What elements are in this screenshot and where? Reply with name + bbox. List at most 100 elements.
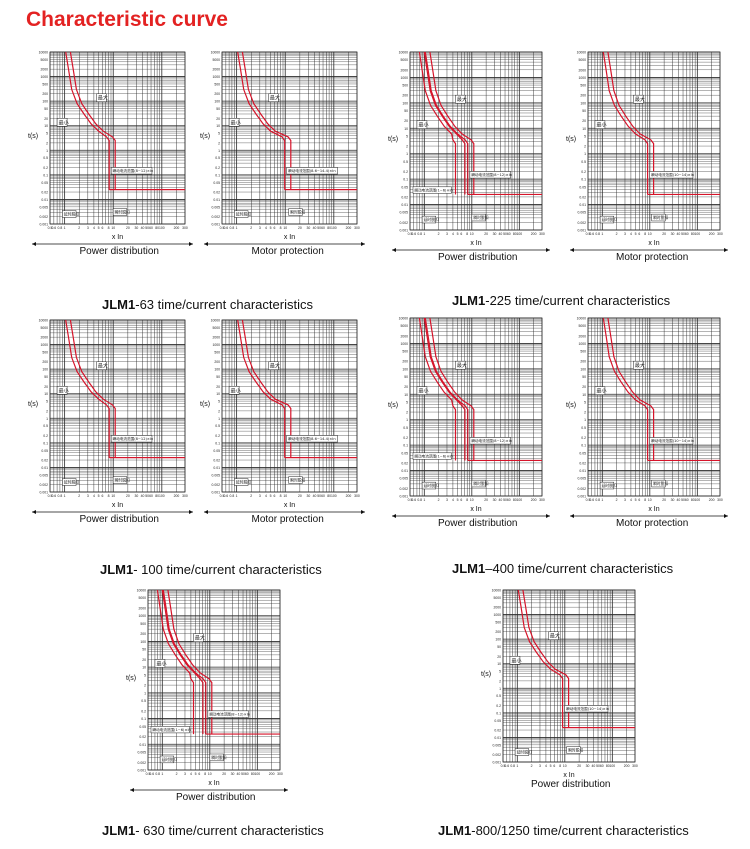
x-tick-label: 4	[265, 226, 267, 230]
chart-grid	[147, 589, 281, 771]
y-tick-label: 2000	[138, 606, 146, 610]
x-tick-label: 30	[231, 772, 235, 776]
series-title-model: JLM1	[438, 823, 472, 838]
label-inst-box	[566, 746, 581, 754]
y-tick-label: 0.005	[40, 473, 49, 477]
y-tick-label: 0.2	[215, 434, 220, 438]
y-tick-label: 50	[582, 109, 586, 113]
x-tick-label: 10	[470, 498, 474, 502]
y-tick-label: 0.5	[141, 699, 146, 703]
y-tick-label: 5000	[212, 58, 220, 62]
x-tick-label: 40	[499, 498, 503, 502]
y-axis-label: t(s)	[481, 671, 491, 678]
curve-max-2	[423, 51, 466, 195]
chart-caption: Power distribution	[79, 514, 159, 525]
y-tick-label: 0.002	[212, 215, 221, 219]
x-tick-label: 10	[563, 764, 567, 768]
label-range: 瞬动电流范围(8~12)×In	[113, 436, 154, 441]
curve-max	[522, 589, 570, 728]
x-tick-label: 60	[685, 232, 689, 236]
x-tick-label: 1	[236, 494, 238, 498]
y-tick-label: 0.005	[493, 743, 502, 747]
x-tick-label: 100	[254, 772, 260, 776]
y-tick-label: 2	[218, 409, 220, 413]
x-tick-label: 8	[108, 494, 110, 498]
x-tick-label: 80	[606, 764, 610, 768]
y-tick-label: 1000	[400, 76, 408, 80]
x-tick-label: 10	[283, 494, 287, 498]
arrow-head-right	[724, 248, 728, 252]
x-tick-label: 50	[681, 232, 685, 236]
y-tick-label: 100	[214, 100, 220, 104]
x-tick-label: 0.6	[149, 772, 154, 776]
label-max: 最大	[98, 363, 108, 370]
label-delay-box	[599, 481, 615, 490]
y-tick-label: 50	[582, 375, 586, 379]
y-tick-label: 0.02	[213, 459, 220, 463]
x-tick-label: 200	[709, 232, 715, 236]
y-tick-label: 10	[582, 127, 586, 131]
x-tick-label: 20	[126, 226, 130, 230]
chart-caption: Power distribution	[438, 252, 518, 263]
x-tick-label: 0.6	[51, 494, 56, 498]
label-range-box	[649, 171, 694, 179]
y-tick-label: 0.02	[41, 459, 48, 463]
label-min: 最小	[511, 657, 521, 664]
y-tick-label: 0.2	[581, 170, 586, 174]
x-tick-label: 2	[176, 772, 178, 776]
y-tick-label: 2000	[212, 336, 220, 340]
x-tick-label: 300	[182, 494, 188, 498]
plot-frame	[147, 589, 281, 771]
x-tick-label: 200	[174, 494, 180, 498]
y-tick-label: 2000	[493, 606, 501, 610]
x-tick-label: 5	[98, 494, 100, 498]
y-tick-label: 0.005	[578, 211, 587, 215]
curve-min	[602, 317, 649, 461]
x-tick-label: 0.8	[417, 498, 422, 502]
curve-max-2	[161, 589, 204, 735]
x-tick-label: 0.5	[408, 498, 413, 502]
y-tick-label: 10000	[39, 51, 49, 55]
y-tick-label: 0.1	[141, 717, 146, 721]
y-tick-label: 0.05	[41, 449, 48, 453]
curve-min	[162, 589, 207, 735]
y-tick-label: 0.005	[40, 205, 49, 209]
y-axis-label: t(s)	[126, 675, 136, 682]
y-tick-label: 0.001	[40, 223, 49, 227]
label-max-box	[268, 361, 279, 370]
y-tick-label: 0.005	[400, 477, 409, 481]
label-inst: 瞬时脱扣	[568, 747, 583, 752]
y-tick-label: 1000	[578, 342, 586, 346]
label-delay: 延时脱扣	[602, 483, 617, 488]
curve-max	[241, 319, 292, 458]
x-tick-label: 100	[694, 498, 700, 502]
chart-caption: Power distribution	[531, 779, 611, 790]
label-min-box	[594, 386, 606, 395]
x-tick-label: 1	[601, 498, 603, 502]
label-delay: 延时脱扣	[236, 479, 251, 484]
x-tick-label: 20	[662, 232, 666, 236]
y-tick-label: 0.002	[138, 761, 147, 765]
x-tick-label: 3	[259, 226, 261, 230]
y-tick-label: 1000	[40, 343, 48, 347]
y-axis-label: t(s)	[28, 401, 38, 408]
x-tick-label: 80	[513, 232, 517, 236]
y-tick-label: 0.5	[496, 694, 501, 698]
y-tick-label: 0.002	[400, 487, 409, 491]
x-tick-label: 100	[516, 232, 522, 236]
y-tick-label: 50	[404, 375, 408, 379]
x-tick-label: 1	[64, 226, 66, 230]
chart-caption: Motor protection	[251, 246, 324, 257]
arrow-head-right	[724, 514, 728, 518]
x-tick-label: 10	[470, 232, 474, 236]
curve-max	[607, 51, 655, 195]
y-tick-label: 0.2	[403, 170, 408, 174]
y-tick-label: 0.02	[401, 461, 408, 465]
x-axis-label: x In	[284, 234, 295, 241]
y-axis-label: t(s)	[388, 136, 398, 143]
y-tick-label: 5	[584, 400, 586, 404]
x-tick-label: 0.6	[504, 764, 509, 768]
x-tick-label: 0.8	[230, 226, 235, 230]
